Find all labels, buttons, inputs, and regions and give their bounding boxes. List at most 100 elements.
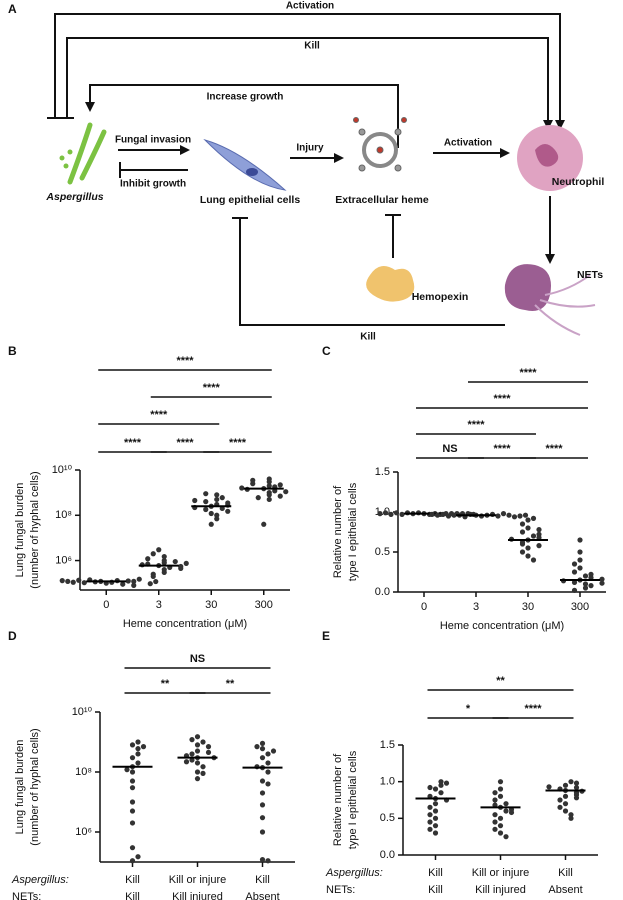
row-label: NETs: — [326, 884, 355, 896]
row-label: Aspergillus: — [11, 874, 69, 886]
x-axis-title: Heme concentration (μM) — [440, 620, 564, 632]
data-dot — [503, 808, 509, 814]
data-dot — [135, 854, 141, 860]
data-dot — [183, 759, 190, 765]
data-dot — [519, 549, 526, 555]
data-dot — [81, 580, 87, 586]
data-dot — [571, 561, 578, 567]
node-label: Neutrophil — [552, 176, 605, 188]
data-dot — [203, 499, 209, 505]
y-tick-label: 0.5 — [375, 546, 390, 558]
data-dot — [497, 793, 504, 799]
x-tick-label: Kill injured — [172, 891, 223, 900]
data-dot — [599, 580, 605, 586]
data-dot — [147, 581, 153, 587]
data-dot — [506, 512, 512, 518]
y-axis-title: type I epithelial cells — [347, 750, 359, 849]
data-dot — [150, 551, 156, 557]
data-dot — [183, 560, 189, 566]
significance-label: NS — [442, 443, 457, 455]
data-dot — [208, 510, 214, 517]
data-dot — [283, 489, 289, 495]
data-dot — [59, 578, 65, 584]
x-tick-label: Kill or injure — [472, 867, 529, 879]
x-tick-label: Kill — [125, 891, 140, 900]
data-dot — [265, 781, 271, 787]
data-dot — [519, 539, 526, 546]
inhibit-arrow — [385, 214, 401, 258]
x-tick-label: 30 — [205, 599, 217, 611]
data-dot — [161, 569, 167, 575]
data-dot — [399, 511, 405, 517]
data-dot — [194, 760, 201, 766]
significance-label: **** — [150, 409, 168, 421]
data-dot — [536, 527, 542, 533]
edge-label: Fungal invasion — [115, 135, 191, 146]
y-tick-label: 1.0 — [380, 776, 395, 788]
data-dot — [131, 578, 137, 584]
data-dot — [150, 573, 156, 579]
data-dot — [125, 578, 131, 584]
data-dot — [205, 744, 212, 750]
data-dot — [562, 793, 569, 799]
data-dot — [189, 751, 195, 757]
edge-label: Activation — [286, 1, 334, 12]
x-tick-label: 3 — [156, 599, 162, 611]
x-tick-label: 0 — [421, 601, 427, 613]
panel-letter: D — [8, 629, 17, 643]
data-dot — [259, 815, 266, 821]
data-dot — [443, 780, 450, 786]
significance-label: **** — [176, 437, 194, 449]
x-tick-label: Kill injured — [475, 884, 526, 896]
significance-label: **** — [203, 382, 221, 394]
data-dot — [136, 576, 142, 582]
data-dot — [432, 801, 439, 807]
data-dot — [377, 510, 383, 517]
data-dot — [189, 737, 195, 743]
x-tick-label: Kill — [558, 867, 573, 879]
data-dot — [568, 779, 574, 785]
y-tick-label: 10¹⁰ — [52, 464, 73, 476]
data-dot — [577, 549, 583, 555]
y-tick-label: 10⁶ — [55, 554, 72, 566]
y-tick-label: 10⁸ — [75, 766, 92, 778]
data-dot — [203, 491, 209, 497]
data-dot — [427, 826, 433, 832]
data-dot — [270, 748, 277, 754]
edge-label: Kill — [360, 332, 376, 343]
data-dot — [434, 512, 441, 518]
epithelial-icon — [203, 138, 287, 191]
data-dot — [259, 829, 266, 835]
data-dot — [131, 582, 137, 588]
aspergillus-icon — [59, 122, 107, 185]
data-dot — [135, 760, 141, 766]
data-dot — [259, 857, 266, 863]
heme-icon — [353, 117, 407, 172]
significance-label: NS — [190, 653, 205, 665]
data-dot — [492, 790, 498, 796]
data-dot — [568, 815, 574, 821]
data-dot — [393, 510, 400, 516]
panel-letter: E — [322, 629, 330, 643]
data-dot — [259, 755, 266, 761]
data-dot — [214, 496, 220, 503]
y-tick-label: 0.0 — [375, 586, 390, 598]
data-dot — [451, 512, 457, 518]
data-dot — [120, 581, 126, 587]
data-dot — [497, 786, 504, 792]
data-dot — [200, 764, 206, 770]
panel-letter: B — [8, 344, 17, 358]
data-dot — [571, 569, 578, 575]
data-dot — [259, 746, 266, 752]
data-dot — [255, 495, 261, 501]
data-dot — [140, 744, 147, 750]
data-dot — [219, 495, 225, 501]
data-dot — [129, 845, 136, 851]
data-dot — [582, 573, 589, 579]
data-dot — [178, 565, 184, 571]
data-dot — [599, 576, 605, 582]
edge-label: Increase growth — [207, 92, 284, 103]
data-dot — [519, 529, 526, 535]
panel-letter: A — [8, 2, 17, 16]
